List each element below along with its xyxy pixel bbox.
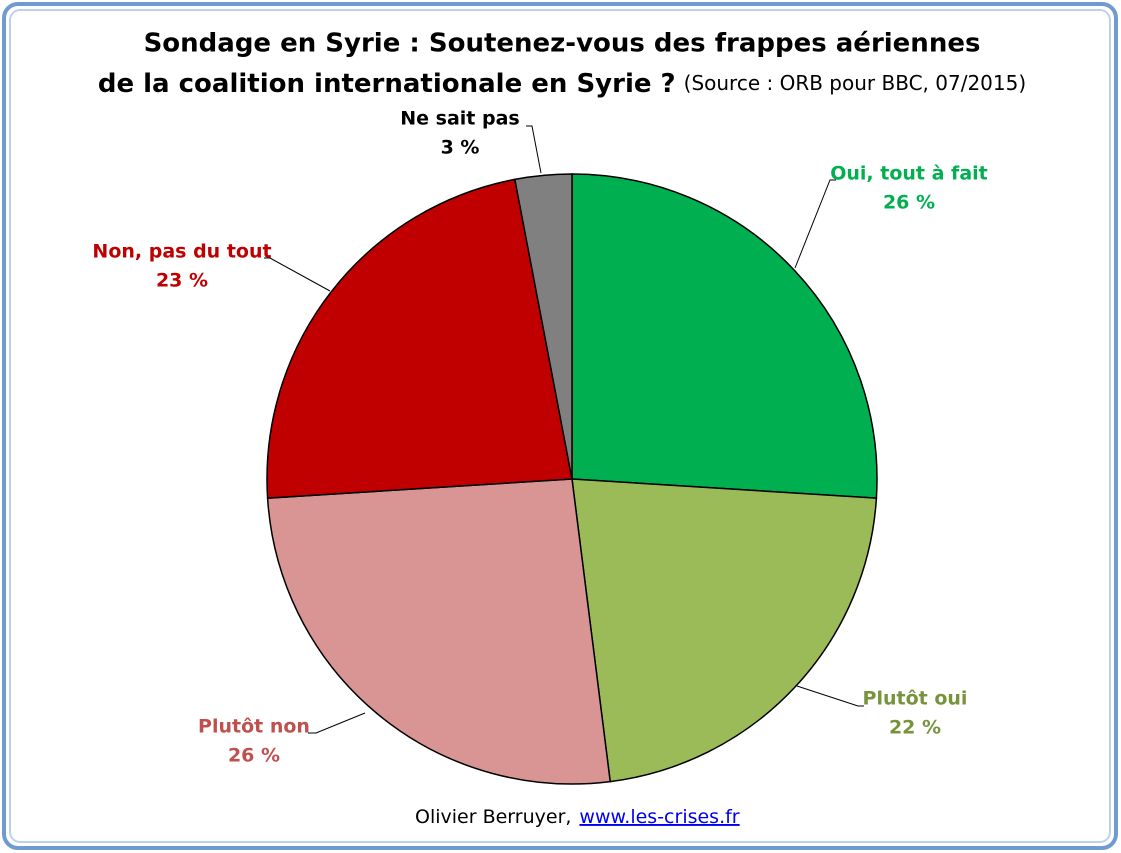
slice-label: Plutôt oui (863, 688, 968, 710)
pie-slice (266, 178, 573, 499)
slice-label: Plutôt non (198, 716, 310, 738)
chart-subtitle: (Source : ORB pour BBC, 07/2015) (684, 71, 1027, 95)
footer: Olivier Berruyer, www.les-crises.fr (415, 806, 740, 828)
chart-title: Sondage en Syrie : Soutenez-vous des fra… (144, 29, 981, 59)
leader-line (794, 179, 836, 269)
slice-value-label: 23 % (156, 270, 208, 292)
pie-slice (571, 173, 878, 499)
slice-label: Ne sait pas (400, 108, 519, 130)
footer-link[interactable]: www.les-crises.fr (579, 806, 739, 828)
footer-box (383, 800, 713, 832)
slice-value-label: 22 % (889, 717, 941, 739)
leader-line (264, 257, 331, 292)
pie-slice (513, 173, 573, 480)
slice-value-label: 3 % (441, 137, 480, 159)
leader-line (308, 712, 366, 734)
chart-title-line: de la coalition internationale en Syrie … (98, 69, 1026, 99)
slice-value-label: 26 % (883, 192, 935, 214)
slice-label: Oui, tout à fait (830, 163, 988, 185)
pie-slice (571, 478, 878, 783)
slice-label: Non, pas du tout (92, 241, 271, 263)
pie-slice (266, 478, 612, 785)
footer-author: Olivier Berruyer, (415, 806, 571, 828)
leader-line (526, 125, 542, 174)
slice-value-label: 26 % (228, 745, 280, 767)
chart-title-2: de la coalition internationale en Syrie … (98, 69, 676, 99)
leader-line (796, 685, 864, 707)
frame-inner (9, 9, 1111, 843)
